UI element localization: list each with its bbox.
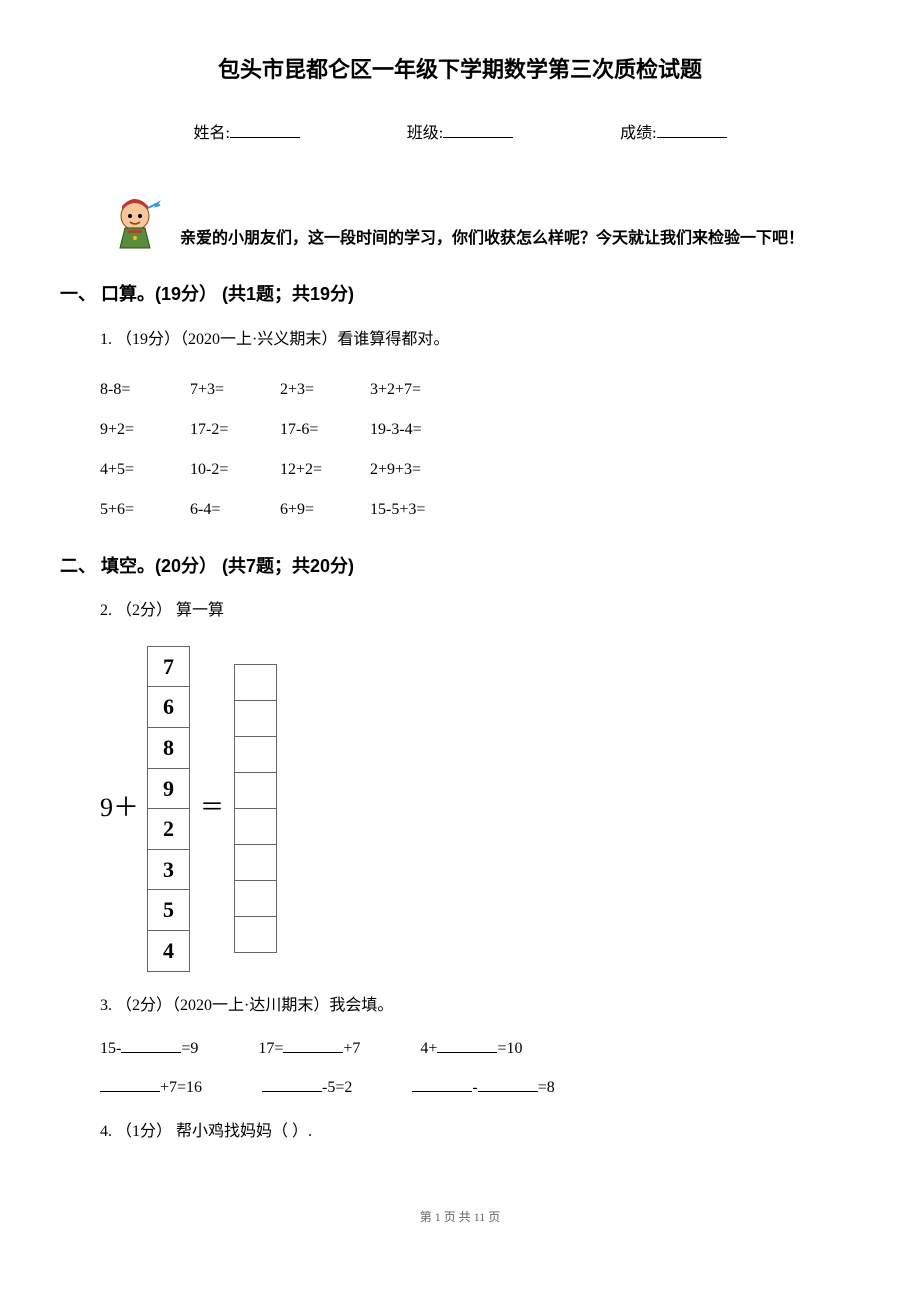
calc-row-3: 4+5= 10-2= 12+2= 2+9+3= xyxy=(100,450,860,490)
calc-prefix: 9＋ xyxy=(100,785,139,832)
result-cell[interactable] xyxy=(235,881,277,917)
info-row: 姓名: 班级: 成绩: xyxy=(60,120,860,149)
fill-post: =10 xyxy=(497,1040,522,1057)
page-footer: 第 1 页 共 11 页 xyxy=(60,1207,860,1229)
calc-cell: 17-6= xyxy=(280,410,370,450)
fill-row-1: 15- =9 17= +7 4+ =10 xyxy=(100,1035,860,1064)
result-cell[interactable] xyxy=(235,665,277,701)
intro-row: 亲爱的小朋友们，这一段时间的学习，你们收获怎么样呢？今天就让我们来检验一下吧！ xyxy=(100,188,860,258)
calc-row-1: 8-8= 7+3= 2+3= 3+2+7= xyxy=(100,370,860,410)
calc-row-2: 9+2= 17-2= 17-6= 19-3-4= xyxy=(100,410,860,450)
result-cell[interactable] xyxy=(235,917,277,953)
question-2-prompt: 2. （2分） 算一算 xyxy=(100,597,860,626)
fill-item: 15- =9 xyxy=(100,1035,198,1064)
name-label: 姓名: xyxy=(193,120,229,149)
fill-blank[interactable] xyxy=(100,1076,160,1092)
calc-cell: 2+9+3= xyxy=(370,450,480,490)
fill-pre: 15- xyxy=(100,1040,121,1057)
class-blank[interactable] xyxy=(443,120,513,138)
question-1-prompt: 1. （19分）（2020一上·兴义期末）看谁算得都对。 xyxy=(100,326,860,355)
calc-cell: 12+2= xyxy=(280,450,370,490)
question-2: 2. （2分） 算一算 9＋ 7 6 8 9 2 3 5 4 ＝ xyxy=(100,597,860,972)
section-2-header: 二、 填空。(20分） (共7题；共20分) xyxy=(60,550,860,582)
fill-blank[interactable] xyxy=(437,1037,497,1053)
fill-post: =9 xyxy=(181,1040,198,1057)
fill-post: +7 xyxy=(343,1040,360,1057)
question-3: 3. （2分）（2020一上·达川期末）我会填。 15- =9 17= +7 4+ =… xyxy=(100,992,860,1103)
stack-cell: 7 xyxy=(148,646,190,687)
stack-cell: 6 xyxy=(148,687,190,728)
vertical-calc: 9＋ 7 6 8 9 2 3 5 4 ＝ xyxy=(100,646,860,972)
score-field: 成绩: xyxy=(620,120,726,149)
fill-item: 17= +7 xyxy=(258,1035,360,1064)
stack-cell: 2 xyxy=(148,809,190,850)
name-blank[interactable] xyxy=(230,120,300,138)
fill-item: +7=16 xyxy=(100,1074,202,1103)
question-3-prompt: 3. （2分）（2020一上·达川期末）我会填。 xyxy=(100,992,860,1021)
result-cell[interactable] xyxy=(235,809,277,845)
result-stack xyxy=(234,664,277,953)
calc-cell: 19-3-4= xyxy=(370,410,480,450)
calc-cell: 15-5+3= xyxy=(370,490,480,530)
fill-blank[interactable] xyxy=(262,1076,322,1092)
class-field: 班级: xyxy=(407,120,513,149)
question-4-prompt: 4. （1分） 帮小鸡找妈妈（ ）. xyxy=(100,1118,860,1147)
fill-row-2: +7=16 -5=2 -=8 xyxy=(100,1074,860,1103)
stack-cell: 5 xyxy=(148,890,190,931)
calc-cell: 8-8= xyxy=(100,370,190,410)
mascot-icon xyxy=(100,188,170,258)
fill-post: =8 xyxy=(538,1079,555,1096)
question-4: 4. （1分） 帮小鸡找妈妈（ ）. xyxy=(100,1118,860,1147)
fill-post: +7=16 xyxy=(160,1079,202,1096)
calc-cell: 6+9= xyxy=(280,490,370,530)
stack-cell: 4 xyxy=(148,930,190,971)
fill-pre: 17= xyxy=(258,1040,283,1057)
calc-cell: 6-4= xyxy=(190,490,280,530)
calc-cell: 2+3= xyxy=(280,370,370,410)
question-1: 1. （19分）（2020一上·兴义期末）看谁算得都对。 8-8= 7+3= 2… xyxy=(100,326,860,530)
calc-cell: 4+5= xyxy=(100,450,190,490)
equals-sign: ＝ xyxy=(200,787,224,830)
calc-cell: 5+6= xyxy=(100,490,190,530)
result-cell[interactable] xyxy=(235,845,277,881)
result-cell[interactable] xyxy=(235,737,277,773)
score-label: 成绩: xyxy=(620,120,656,149)
fill-blank[interactable] xyxy=(121,1037,181,1053)
calc-cell: 17-2= xyxy=(190,410,280,450)
class-label: 班级: xyxy=(407,120,443,149)
fill-blank[interactable] xyxy=(478,1076,538,1092)
score-blank[interactable] xyxy=(657,120,727,138)
section-1-header: 一、 口算。(19分） (共1题；共19分) xyxy=(60,278,860,310)
calc-row-4: 5+6= 6-4= 6+9= 15-5+3= xyxy=(100,490,860,530)
fill-post: -5=2 xyxy=(322,1079,352,1096)
page-title: 包头市昆都仑区一年级下学期数学第三次质检试题 xyxy=(60,50,860,90)
result-cell[interactable] xyxy=(235,773,277,809)
operand-stack: 7 6 8 9 2 3 5 4 xyxy=(147,646,190,972)
fill-item: 4+ =10 xyxy=(420,1035,522,1064)
stack-cell: 8 xyxy=(148,727,190,768)
fill-pre: 4+ xyxy=(420,1040,437,1057)
fill-blank[interactable] xyxy=(412,1076,472,1092)
fill-item: -=8 xyxy=(412,1074,554,1103)
fill-blank[interactable] xyxy=(283,1037,343,1053)
calc-cell: 10-2= xyxy=(190,450,280,490)
intro-text: 亲爱的小朋友们，这一段时间的学习，你们收获怎么样呢？今天就让我们来检验一下吧！ xyxy=(180,225,804,259)
result-cell[interactable] xyxy=(235,701,277,737)
name-field: 姓名: xyxy=(193,120,299,149)
calc-cell: 9+2= xyxy=(100,410,190,450)
calc-grid: 8-8= 7+3= 2+3= 3+2+7= 9+2= 17-2= 17-6= 1… xyxy=(100,370,860,530)
calc-cell: 7+3= xyxy=(190,370,280,410)
stack-cell: 3 xyxy=(148,849,190,890)
stack-cell: 9 xyxy=(148,768,190,809)
fill-item: -5=2 xyxy=(262,1074,352,1103)
calc-cell: 3+2+7= xyxy=(370,370,480,410)
